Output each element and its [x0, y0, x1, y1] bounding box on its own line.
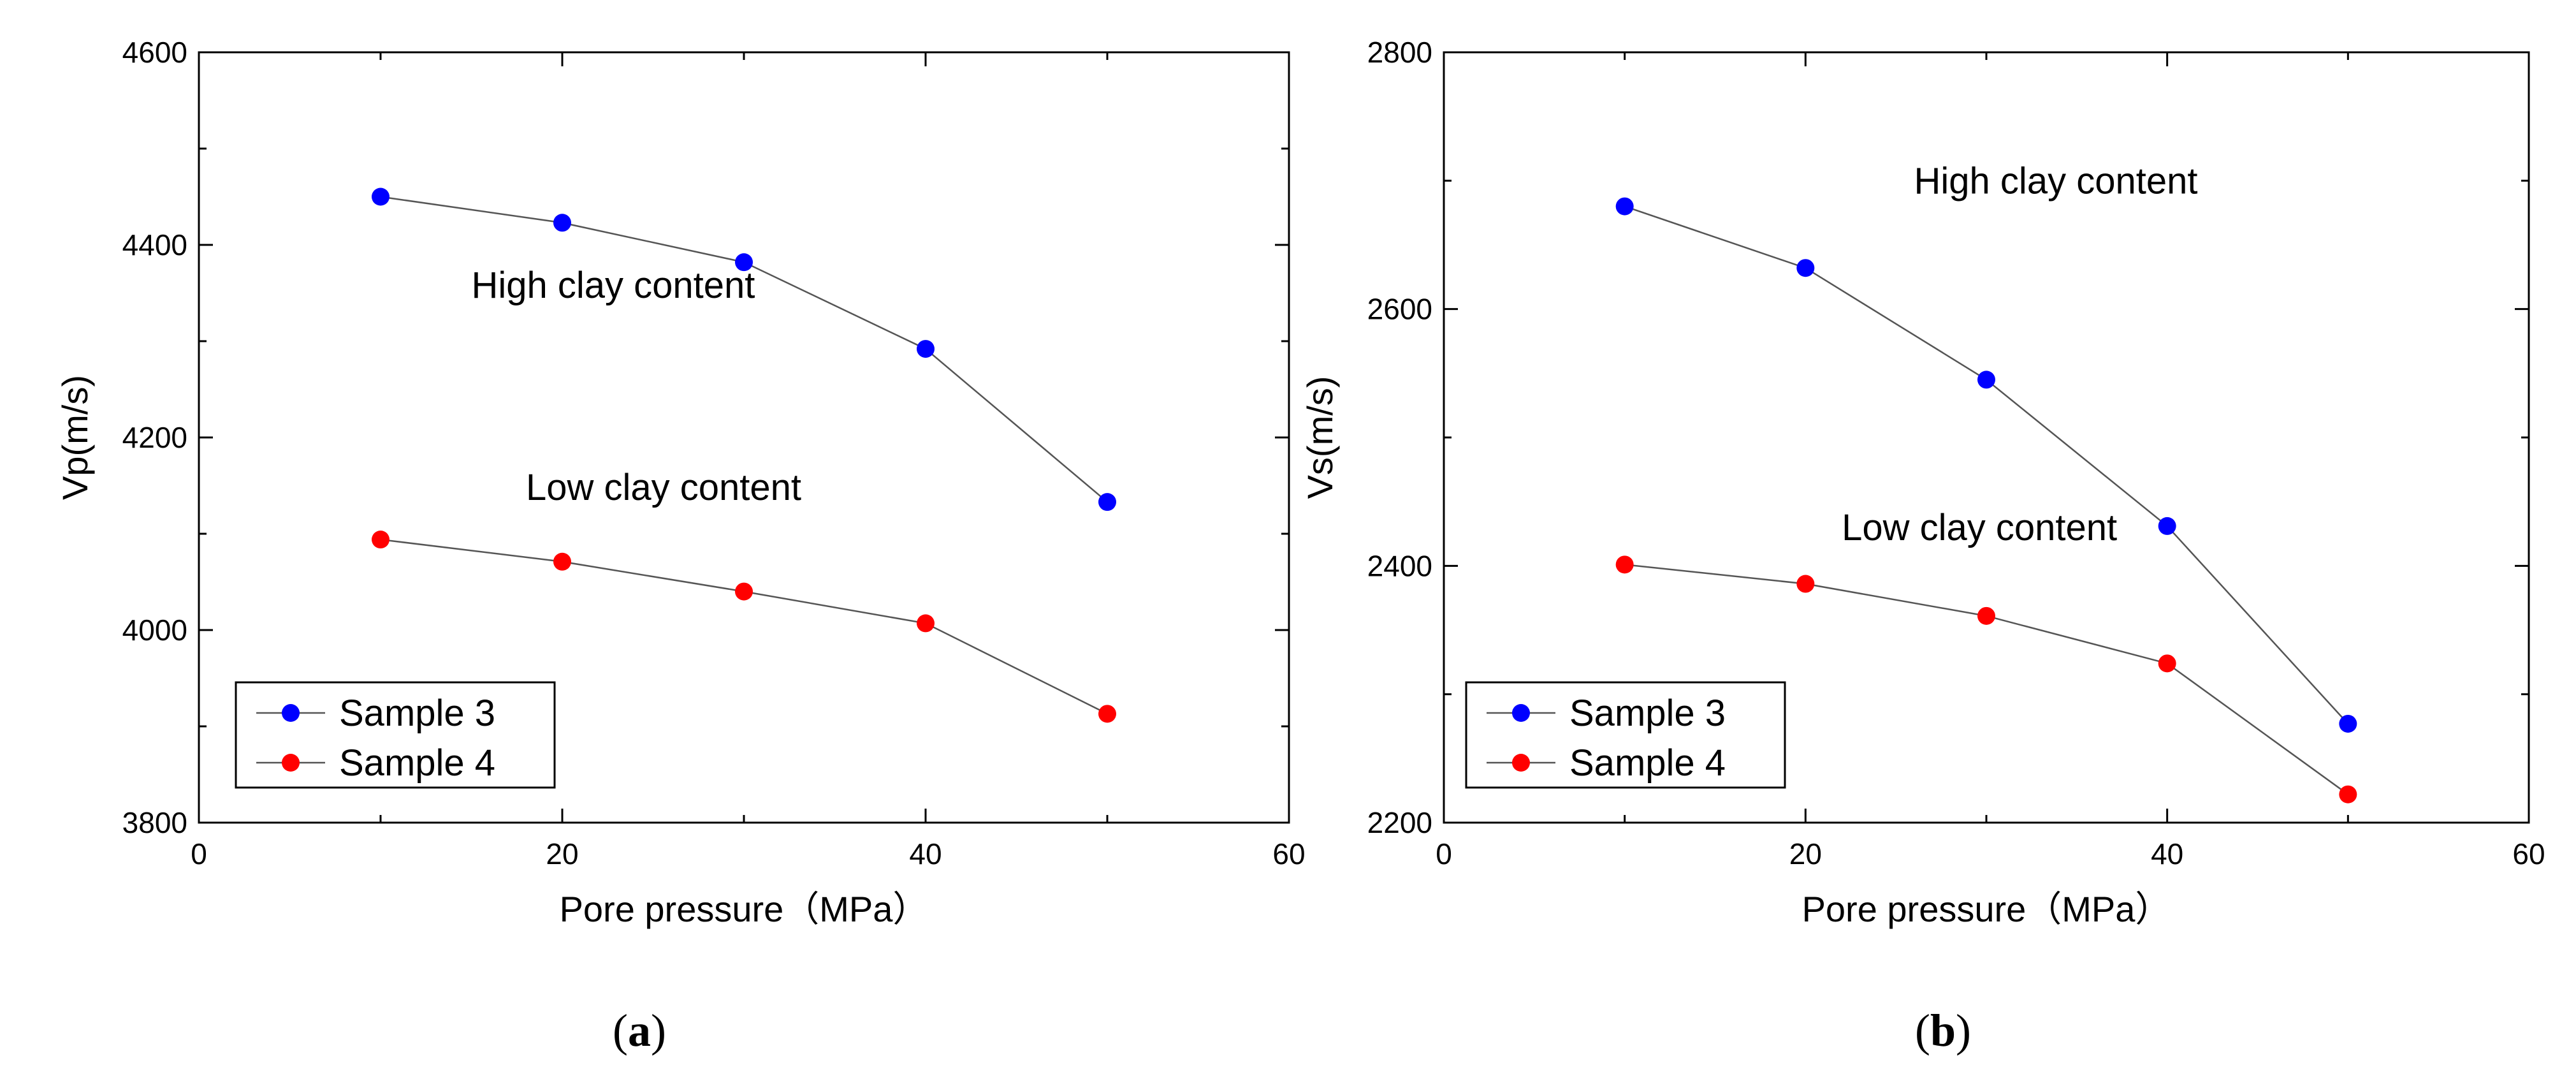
data-point	[2339, 785, 2357, 803]
legend-label: Sample 4	[339, 742, 495, 784]
x-tick-label: 40	[909, 837, 942, 870]
data-point	[1615, 555, 1634, 574]
series-line-0	[380, 196, 1108, 503]
data-point	[1098, 705, 1116, 723]
y-tick-label: 2200	[1367, 806, 1432, 839]
y-tick-label: 2400	[1367, 549, 1432, 582]
legend-label: Sample 3	[1569, 693, 1726, 734]
legend: Sample 3 Sample 4	[1465, 681, 1786, 789]
x-tick-label: 0	[191, 837, 207, 870]
legend-marker	[1512, 754, 1530, 772]
annotation-low-clay: Low clay content	[1842, 507, 2117, 548]
legend-marker	[282, 754, 300, 772]
x-tick-label: 60	[2512, 837, 2545, 870]
data-point	[917, 614, 935, 633]
data-point	[1098, 493, 1116, 511]
x-axis-title: Pore pressure（MPa）	[1802, 889, 2171, 929]
data-point	[2158, 654, 2176, 673]
y-tick-label: 2800	[1367, 36, 1432, 69]
data-point	[1796, 575, 1815, 593]
y-tick-label: 4400	[122, 228, 187, 261]
legend: Sample 3 Sample 4	[235, 681, 556, 789]
y-axis-title: Vp(m/s)	[55, 375, 95, 500]
legend-label: Sample 3	[339, 693, 495, 734]
x-tick-label: 40	[2151, 837, 2183, 870]
x-tick-label: 60	[1272, 837, 1305, 870]
panel-label: (b)	[1915, 1005, 1971, 1056]
panel-label: (a)	[613, 1005, 666, 1056]
data-point	[553, 214, 571, 232]
panel-letter: a	[628, 1005, 651, 1056]
legend-marker	[1512, 704, 1530, 722]
data-point	[1977, 606, 1995, 625]
legend-label: Sample 4	[1569, 742, 1726, 784]
y-axis-title: Vs(m/s)	[1300, 376, 1340, 499]
legend-marker	[282, 704, 300, 722]
data-point	[735, 253, 753, 272]
chart-panel-a: 0 20 40 60 3800 4000 4200 4400 4600 Pore pressure…	[55, 36, 1306, 1056]
panel-letter: b	[1930, 1005, 1956, 1056]
data-point	[2339, 714, 2357, 733]
y-tick-label: 2600	[1367, 293, 1432, 326]
x-tick-label: 0	[1436, 837, 1452, 870]
data-point	[2158, 517, 2176, 535]
data-point	[372, 187, 389, 206]
chart-panel-b: 0 20 40 60 2200 2400 2600 2800 Pore pressure（MPa…	[1300, 36, 2545, 1056]
annotation-high-clay: High clay content	[1914, 160, 2198, 202]
series-line-0	[1624, 205, 2349, 724]
annotation-low-clay: Low clay content	[526, 467, 801, 508]
y-tick-label: 4200	[122, 421, 187, 454]
y-tick-label: 4600	[122, 36, 187, 69]
x-tick-label: 20	[1789, 837, 1822, 870]
data-point	[735, 582, 753, 601]
x-axis-title: Pore pressure（MPa）	[560, 889, 929, 929]
x-tick-label: 20	[546, 837, 578, 870]
annotation-high-clay: High clay content	[472, 265, 755, 306]
data-point	[1977, 371, 1995, 389]
data-point	[553, 552, 571, 571]
y-tick-label: 3800	[122, 806, 187, 839]
y-tick-label: 4000	[122, 613, 187, 647]
data-point	[917, 340, 935, 358]
data-point	[1615, 197, 1634, 216]
data-point	[1796, 259, 1815, 277]
data-point	[372, 531, 389, 549]
